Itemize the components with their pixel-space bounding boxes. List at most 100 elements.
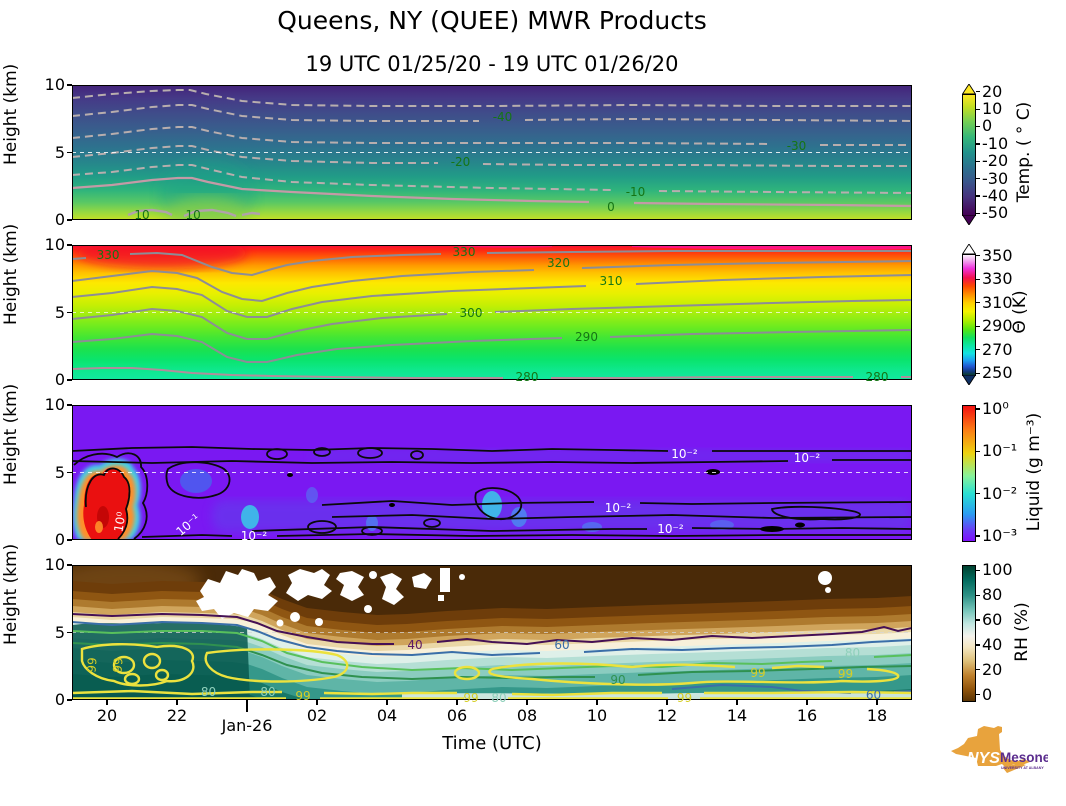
x-axis-label: Time (UTC) bbox=[442, 733, 542, 754]
y-tick-label: 0 bbox=[54, 210, 65, 229]
contour-label: 99 bbox=[837, 667, 854, 682]
x-tick-mark bbox=[806, 700, 808, 705]
y-tick-mark bbox=[67, 84, 72, 86]
y-axis-label: Height (km) bbox=[1, 223, 21, 325]
x-tick-label: 12 bbox=[656, 706, 678, 725]
contour-label: 10 bbox=[134, 208, 150, 222]
contour-label: 80 bbox=[491, 690, 507, 705]
y-tick-label: 0 bbox=[54, 530, 65, 549]
contour-label: 60 bbox=[865, 687, 882, 702]
colorbar-tick-mark bbox=[976, 569, 980, 572]
negative-isotherms bbox=[72, 89, 912, 194]
x-tick-label: Jan-26 bbox=[221, 716, 273, 735]
contour-label: 300 bbox=[459, 305, 483, 320]
colorbar-tick-mark bbox=[976, 619, 980, 621]
colorbar-tick-label: 250 bbox=[982, 363, 1013, 383]
liquid-colorbar bbox=[962, 405, 976, 542]
rh-panel bbox=[72, 565, 912, 700]
contour-label: -10 bbox=[625, 185, 646, 200]
colorbar-tick-label: 20 bbox=[982, 659, 1003, 679]
contour-label: 99 bbox=[463, 690, 479, 705]
y-tick-label: 10 bbox=[44, 555, 65, 574]
y-axis-label: Height (km) bbox=[1, 63, 21, 165]
y-tick-mark bbox=[67, 244, 72, 246]
y-tick-label: 10 bbox=[44, 75, 65, 94]
page-title: Queens, NY (QUEE) MWR Products bbox=[277, 6, 707, 35]
colorbar-tick-label: 100 bbox=[982, 560, 1013, 580]
contour-label: 10⁻² bbox=[671, 446, 698, 461]
colorbar-tick-mark bbox=[976, 493, 980, 495]
x-tick-label: 08 bbox=[516, 706, 538, 725]
rh-80-contour bbox=[72, 630, 912, 672]
colorbar-tick-label: 20 bbox=[982, 81, 1003, 101]
colorbar-tick-mark bbox=[976, 125, 980, 128]
colorbar-tick-mark bbox=[976, 372, 980, 374]
x-tick-mark bbox=[176, 700, 178, 705]
temp-colorbar-down-arrow bbox=[962, 215, 976, 225]
colorbar-tick-mark bbox=[976, 694, 980, 696]
contour-label: 99 bbox=[676, 690, 693, 705]
y-tick-label: 5 bbox=[54, 462, 65, 482]
y-axis-label: Height (km) bbox=[1, 383, 21, 485]
contour-label: 80 bbox=[260, 684, 276, 699]
x-tick-label: 06 bbox=[446, 706, 468, 725]
x-tick-mark bbox=[876, 700, 878, 705]
ny-state-icon bbox=[951, 726, 1030, 773]
x-tick-label: 14 bbox=[726, 706, 748, 725]
y-tick-label: 0 bbox=[54, 370, 65, 389]
colorbar-tick-label: -20 bbox=[982, 151, 1009, 171]
colorbar-tick-mark bbox=[976, 644, 980, 646]
contour-label: 10⁻² bbox=[657, 522, 684, 537]
temperature-panel bbox=[72, 85, 912, 220]
x-tick-mark bbox=[736, 700, 738, 705]
rh-colorbar-label: RH (%) bbox=[1012, 602, 1032, 662]
contour-label: 80 bbox=[844, 645, 861, 660]
x-tick-mark bbox=[386, 700, 388, 705]
contour-label: 99 bbox=[295, 689, 311, 704]
temp-colorbar bbox=[962, 94, 976, 216]
y-tick-label: 10 bbox=[44, 395, 65, 414]
contour-label: 80 bbox=[200, 684, 217, 699]
contour-label: 10⁻² bbox=[240, 528, 268, 543]
y-tick-mark bbox=[67, 471, 72, 474]
liquid-contours bbox=[72, 446, 912, 540]
contour-label: 290 bbox=[575, 329, 598, 344]
colorbar-tick-label: 310 bbox=[982, 292, 1013, 312]
missing-data-patches bbox=[196, 568, 832, 627]
logo-tagline-text: UNIVERSITY AT ALBANY bbox=[1001, 766, 1044, 770]
colorbar-tick-label: 10⁻² bbox=[982, 483, 1018, 503]
x-tick-label: 18 bbox=[866, 706, 888, 725]
y-tick-mark bbox=[67, 631, 72, 634]
temp-colorbar-label: Temp. ( ° C) bbox=[1014, 101, 1034, 203]
liquid-patches bbox=[180, 469, 734, 532]
contour-label: 280 bbox=[865, 369, 889, 384]
y-tick-mark bbox=[67, 539, 72, 541]
colorbar-tick-mark bbox=[976, 669, 980, 671]
colorbar-tick-label: 0 bbox=[982, 116, 993, 136]
liquid-panel bbox=[72, 405, 912, 540]
theta-colorbar-label: Θ (K) bbox=[1010, 290, 1030, 334]
y-tick-mark bbox=[67, 699, 72, 701]
isentropes bbox=[72, 250, 912, 363]
colorbar-tick-label: 290 bbox=[982, 316, 1013, 336]
contour-label: -30 bbox=[786, 138, 807, 153]
contour-label: 10⁰ bbox=[111, 510, 129, 534]
y-tick-label: 5 bbox=[54, 142, 65, 162]
contour-label: 90 bbox=[610, 672, 626, 687]
colorbar-tick-label: 350 bbox=[982, 245, 1013, 265]
x-tick-label: 10 bbox=[586, 706, 608, 725]
colorbar-tick-mark bbox=[976, 108, 980, 110]
contour-label: -40 bbox=[492, 110, 513, 125]
x-tick-label: 16 bbox=[796, 706, 818, 725]
colorbar-tick-mark bbox=[976, 143, 980, 145]
colorbar-tick-mark bbox=[976, 212, 980, 214]
contour-label: 10⁻² bbox=[793, 450, 821, 465]
colorbar-tick-mark bbox=[976, 195, 980, 197]
colorbar-tick-label: 10⁻¹ bbox=[982, 441, 1018, 461]
theta-colorbar bbox=[962, 254, 976, 376]
rh-40-contour bbox=[72, 612, 912, 646]
colorbar-tick-mark bbox=[976, 255, 980, 257]
x-tick-mark bbox=[666, 700, 668, 705]
colorbar-tick-label: -50 bbox=[982, 203, 1009, 223]
colorbar-tick-label: -40 bbox=[982, 185, 1009, 205]
